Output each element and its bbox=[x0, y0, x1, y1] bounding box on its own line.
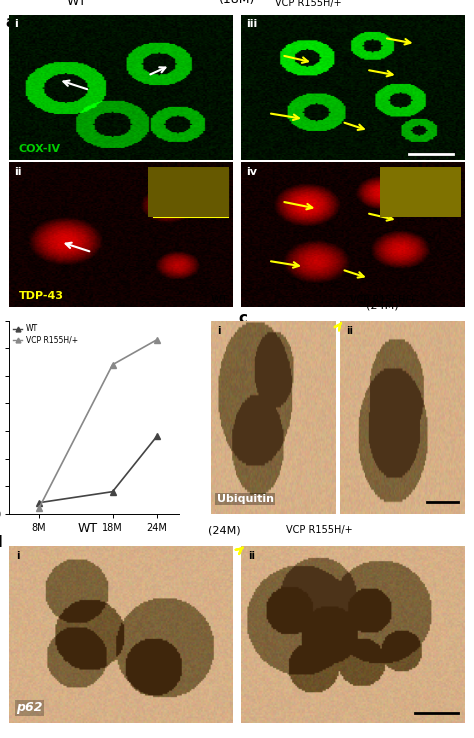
Text: iii: iii bbox=[246, 19, 257, 29]
Legend: WT, VCP R155H/+: WT, VCP R155H/+ bbox=[13, 325, 78, 345]
Text: c: c bbox=[238, 311, 247, 326]
Bar bbox=[155, 170, 228, 218]
Text: VCP R155H/+: VCP R155H/+ bbox=[286, 525, 353, 535]
Text: ii: ii bbox=[14, 167, 21, 177]
Text: d: d bbox=[0, 535, 2, 550]
Text: COX-IV: COX-IV bbox=[18, 144, 61, 154]
Text: TDP-43: TDP-43 bbox=[18, 292, 64, 301]
Text: WT: WT bbox=[210, 295, 228, 305]
Text: WT: WT bbox=[77, 522, 98, 535]
Text: WT: WT bbox=[66, 0, 86, 7]
Text: a: a bbox=[5, 15, 15, 30]
Text: (18M): (18M) bbox=[219, 0, 255, 6]
Text: iv: iv bbox=[246, 167, 257, 177]
Text: (24M): (24M) bbox=[208, 525, 241, 535]
Text: VCP R155H/+: VCP R155H/+ bbox=[350, 295, 417, 305]
Text: i: i bbox=[14, 19, 18, 29]
Text: VCP R155H/+: VCP R155H/+ bbox=[275, 0, 342, 7]
Text: (24M): (24M) bbox=[365, 301, 398, 311]
Text: i: i bbox=[217, 326, 220, 337]
Text: i: i bbox=[16, 551, 20, 561]
Text: p62: p62 bbox=[16, 701, 43, 714]
Text: ii: ii bbox=[248, 551, 255, 561]
Text: Ubiquitin: Ubiquitin bbox=[217, 494, 274, 504]
Text: ii: ii bbox=[346, 326, 353, 337]
